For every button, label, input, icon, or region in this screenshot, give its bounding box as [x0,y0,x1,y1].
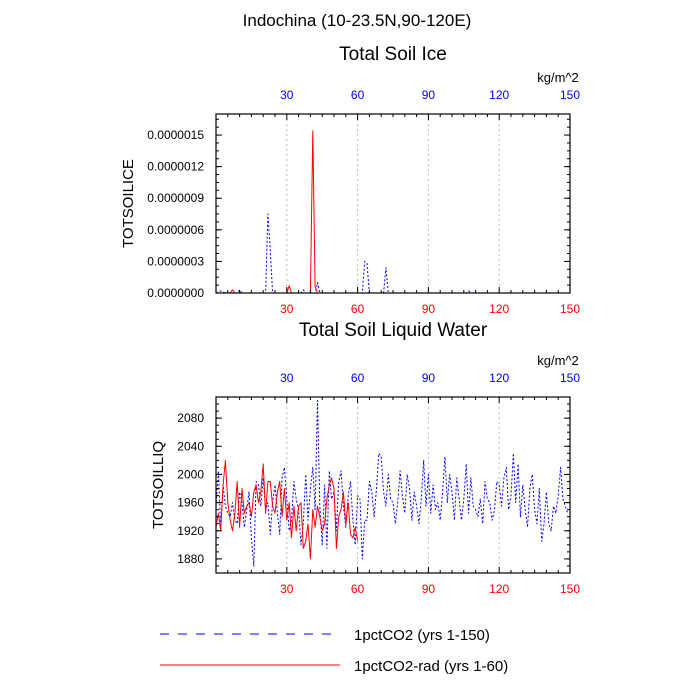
y-tick-label: 2000 [177,467,204,481]
y-tick-label: 1960 [177,496,204,510]
x-top-tick-label: 150 [560,88,580,102]
y-tick-label: 2040 [177,439,204,453]
series-line [216,130,358,294]
y-tick-label: 0.0000006 [147,223,204,237]
legend-label-1pctco2: 1pctCO2 (yrs 1-150) [354,627,490,644]
x-tick-label: 120 [489,302,509,316]
x-tick-label: 60 [351,302,365,316]
y-tick-label: 1880 [177,552,204,566]
x-top-tick-label: 30 [280,371,294,385]
x-top-tick-label: 60 [351,371,365,385]
units-label: kg/m^2 [537,70,579,85]
x-top-tick-label: 150 [560,371,580,385]
series-line [215,459,359,560]
series-line [215,213,570,294]
y-tick-label: 0.0000003 [147,254,204,268]
series-line [215,400,569,567]
x-tick-label: 60 [351,582,365,596]
chart-title: Total Soil Liquid Water [299,320,488,341]
y-tick-label: 2080 [177,411,204,425]
plot-frame [215,396,571,574]
x-tick-label: 30 [280,582,294,596]
x-top-tick-label: 60 [351,88,365,102]
x-top-tick-label: 30 [280,88,294,102]
x-tick-label: 90 [422,582,436,596]
plot-frame [215,113,571,294]
x-top-tick-label: 120 [489,88,509,102]
x-tick-label: 30 [280,302,294,316]
x-top-tick-label: 120 [489,371,509,385]
legend-label-1pctco2-rad: 1pctCO2-rad (yrs 1-60) [354,658,508,675]
y-tick-label: 0.0000012 [147,160,204,174]
x-tick-label: 150 [560,302,580,316]
x-top-tick-label: 90 [422,88,436,102]
y-tick-label: 0.0000015 [147,128,204,142]
legend: 1pctCO2 (yrs 1-150) 1pctCO2-rad (yrs 1-6… [160,627,508,675]
y-axis-label: TOTSOILICE [120,159,137,248]
units-label: kg/m^2 [537,353,579,368]
x-tick-label: 150 [560,582,580,596]
x-tick-label: 90 [422,302,436,316]
y-tick-label: 0.0000000 [147,286,204,300]
x-top-tick-label: 90 [422,371,436,385]
y-tick-label: 1920 [177,524,204,538]
y-axis-label: TOTSOILLIQ [150,441,167,529]
chart-title: Total Soil Ice [339,44,447,65]
soil-liquid-water-panel: Total Soil Liquid Water kg/m^2 30 30 60 60 90 9… [150,320,580,596]
x-tick-label: 120 [489,582,509,596]
soil-ice-panel: Total Soil Ice kg/m^2 30 30 60 60 90 90 120 120 15… [120,44,580,316]
figure-title: Indochina (10-23.5N,90-120E) [243,11,472,30]
y-tick-label: 0.0000009 [147,191,204,205]
